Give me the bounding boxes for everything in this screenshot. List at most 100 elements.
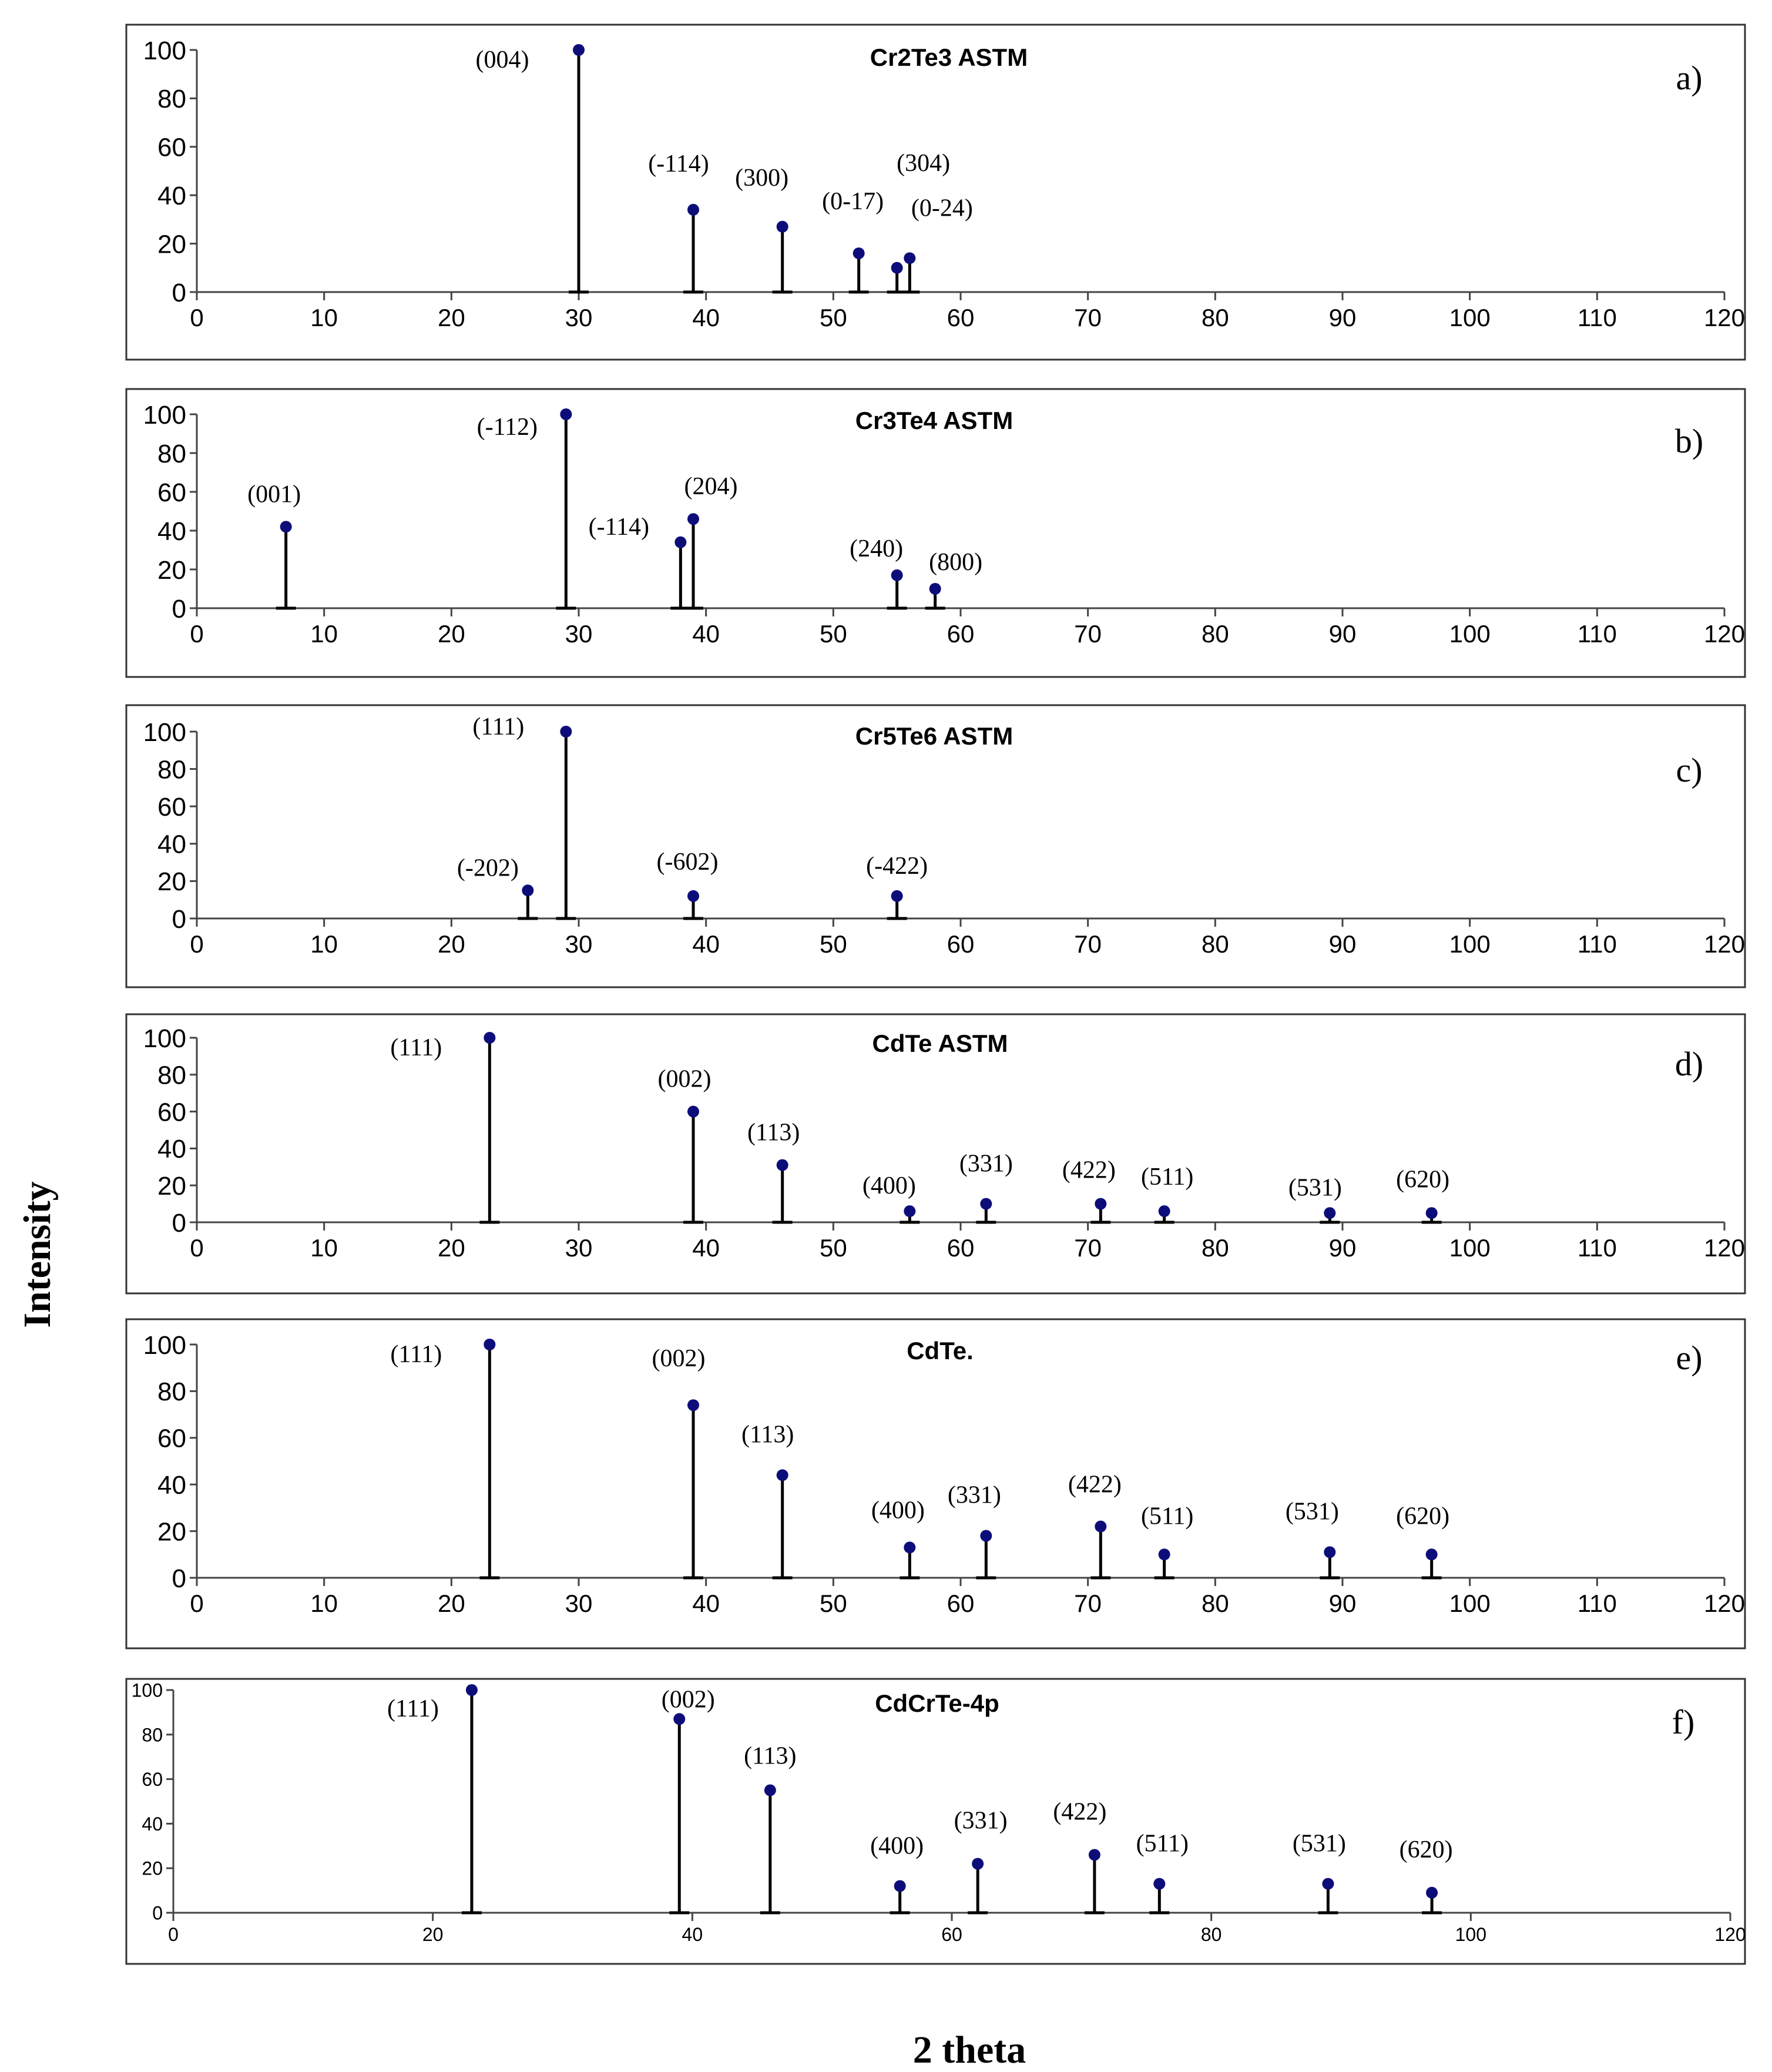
peak-marker [929,583,941,595]
x-tick-label: 70 [1074,620,1102,648]
peak-label: (-114) [648,150,709,177]
x-tick-label: 80 [1202,620,1229,648]
panels-group: 0 10 20 30 40 50 60 70 80 90 100 110 120020406080100… [125,24,1746,1965]
x-tick-label: 100 [1449,620,1491,648]
peak-marker [1158,1548,1170,1561]
peak-marker [1088,1849,1100,1861]
peak-label: (111) [472,713,524,740]
peak-marker [972,1858,984,1870]
y-tick-label: 20 [157,1172,186,1201]
x-tick-label: 0 [190,1590,203,1617]
x-tick-label: 120 [1714,1924,1746,1945]
peak-label: (531) [1286,1498,1339,1525]
x-tick-label: 60 [941,1924,962,1945]
x-tick-label: 50 [820,304,847,331]
peak-marker [484,1032,496,1044]
panel-d: 0 10 20 30 40 50 60 70 80 90 100 110 120 0 20 40 60 80 100… [125,1013,1746,1295]
x-tick-label: 10 [310,930,338,958]
panel-letter: e) [1676,1339,1702,1377]
peak-label: (111) [390,1341,442,1368]
x-tick-label: 110 [1578,930,1617,958]
peak-marker [560,726,572,737]
panel-f: 0 20 40 60 80 100 120 0 20 40 60 80 100 CdCrTe-4p f) (1… [125,1678,1746,1965]
y-tick-label: 20 [157,867,186,896]
peak-label: (113) [747,1119,800,1146]
y-tick-label: 0 [172,279,186,307]
y-tick-label: 60 [142,1769,163,1790]
y-tick-label: 100 [143,36,186,65]
x-tick-label: 80 [1202,304,1229,331]
x-tick-label: 60 [947,1590,975,1617]
peak-marker [522,884,534,897]
x-tick-label: 10 [310,1590,338,1617]
peak-label: (240) [850,535,903,562]
panel-title: Cr2Te3 ASTM [870,43,1028,71]
peak-marker [1324,1207,1336,1219]
y-tick-label: 100 [143,1024,186,1053]
peak-label: (-112) [477,414,538,441]
peak-marker [891,261,903,274]
x-tick-label: 80 [1202,1590,1229,1617]
peak-label: (331) [948,1482,1001,1509]
x-tick-label: 10 [310,304,338,331]
x-tick-label: 20 [422,1924,444,1945]
x-tick-label: 70 [1074,304,1102,331]
peak-marker [687,203,699,216]
y-tick-label: 80 [142,1724,163,1745]
x-tick-label: 0 [190,1234,203,1262]
peak-label: (0-24) [911,195,973,222]
x-tick-label: 30 [565,930,593,958]
peak-label: (620) [1396,1503,1449,1530]
peak-marker [1322,1877,1334,1890]
panel-title: CdTe ASTM [872,1030,1008,1057]
peak-label: (004) [476,46,529,73]
peak-marker [894,1880,906,1892]
peak-marker [764,1784,776,1796]
x-tick-label: 10 [310,1234,338,1262]
x-tick-label: 40 [692,1234,720,1262]
peak-marker [1158,1205,1170,1218]
x-tick-label: 50 [820,620,847,648]
x-tick-label: 110 [1578,1234,1617,1262]
x-tick-label: 20 [438,930,465,958]
x-tick-label: 70 [1074,930,1102,958]
y-tick-label: 40 [157,830,186,859]
peak-marker [560,408,572,420]
peak-label: (002) [652,1345,706,1372]
peak-marker [280,521,292,533]
peak-label: (800) [929,549,982,576]
y-tick-label: 0 [172,1209,186,1238]
peak-marker [687,890,699,902]
x-tick-label: 120 [1704,620,1745,648]
y-tick-label: 100 [143,401,186,430]
y-tick-label: 80 [157,1061,186,1090]
y-tick-label: 40 [157,1135,186,1164]
peak-label: (300) [735,165,788,192]
panel-frame [125,704,1746,988]
y-tick-label: 80 [157,755,186,784]
peak-label: (531) [1293,1830,1346,1858]
x-tick-label: 40 [692,304,720,331]
peak-marker [573,44,585,56]
x-tick-label: 70 [1074,1590,1102,1617]
peak-marker [1426,1886,1438,1899]
y-tick-label: 20 [142,1858,163,1879]
panel-frame [125,1013,1746,1295]
y-tick-label: 60 [157,133,186,162]
peak-label: (400) [870,1833,924,1860]
y-tick-label: 100 [143,718,186,747]
x-tick-label: 30 [565,1590,593,1617]
peak-label: (511) [1141,1164,1193,1191]
x-tick-label: 20 [438,1590,465,1617]
peak-label: (422) [1068,1471,1122,1498]
peak-marker [687,513,699,525]
peak-marker [980,1530,992,1542]
x-tick-label: 100 [1449,304,1491,331]
peak-label: (511) [1136,1830,1189,1858]
peak-label: (0-17) [822,188,884,215]
peak-marker [904,1205,916,1218]
x-tick-label: 110 [1578,1590,1617,1617]
x-tick-label: 20 [438,1234,465,1262]
panel-letter: f) [1672,1703,1695,1741]
